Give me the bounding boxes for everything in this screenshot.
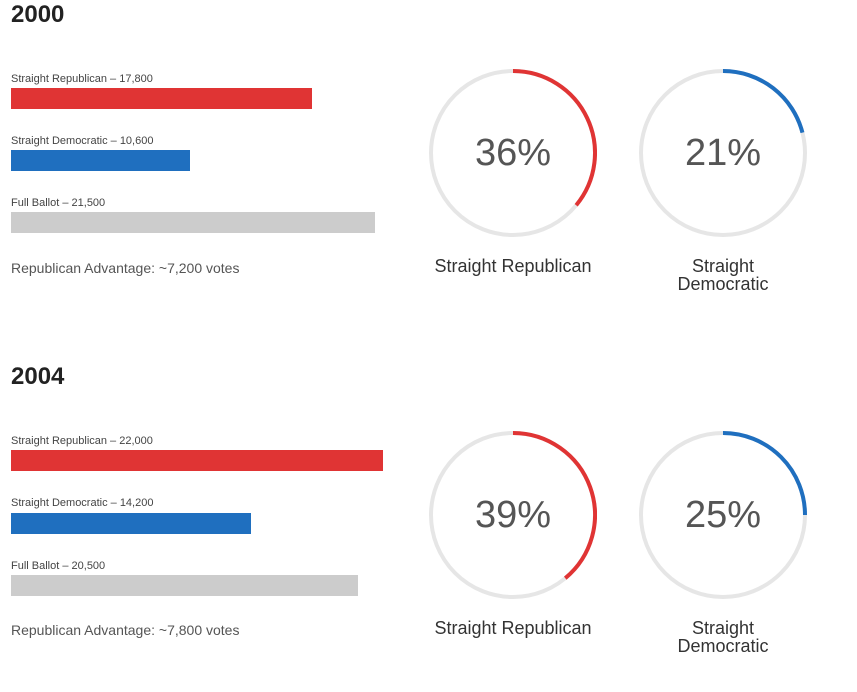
gauge-straight-democratic: 21% — [639, 69, 807, 237]
gauge-ring — [639, 69, 807, 237]
gauge-ring — [639, 431, 807, 599]
bar-label-straight-republican: Straight Republican – 17,800 — [11, 73, 153, 85]
gauge-arc-straight-republican — [512, 69, 597, 207]
gauge-arc-straight-democratic — [722, 69, 805, 134]
bar-straight-democratic — [11, 150, 191, 171]
gauge-label: Straight Democratic — [677, 618, 769, 656]
gauge-ring — [429, 431, 597, 599]
gauge-straight-republican: 39% — [429, 431, 597, 599]
gauge-label: Straight Democratic — [677, 256, 769, 294]
gauge-ring — [429, 69, 597, 237]
bar-full-ballot — [11, 575, 358, 596]
gauge-arc-straight-republican — [512, 431, 597, 580]
advantage-text: Republican Advantage: ~7,800 votes — [11, 622, 240, 638]
gauge-arc-straight-democratic — [722, 431, 807, 516]
gauge-straight-republican: 36% — [429, 69, 597, 237]
gauge-percent: 21% — [684, 131, 762, 174]
bar-straight-democratic — [11, 513, 252, 534]
gauge-straight-democratic: 25% — [639, 431, 807, 599]
section-2000: 2000 Straight Republican – 17,800 Straig… — [0, 0, 857, 330]
bar-label-straight-democratic: Straight Democratic – 14,200 — [11, 497, 154, 509]
bar-straight-republican — [11, 88, 313, 109]
bar-full-ballot — [11, 212, 375, 233]
gauge-percent: 39% — [474, 493, 552, 536]
bar-label-straight-republican: Straight Republican – 22,000 — [11, 435, 153, 447]
bar-straight-republican — [11, 450, 384, 471]
section-title: 2004 — [11, 363, 65, 390]
gauge-label: Straight Republican — [434, 618, 592, 638]
gauge-label: Straight Republican — [434, 256, 592, 276]
bar-label-straight-democratic: Straight Democratic – 10,600 — [11, 135, 154, 147]
section-2004: 2004 Straight Republican – 22,000 Straig… — [0, 362, 857, 692]
bar-label-full-ballot: Full Ballot – 21,500 — [11, 197, 106, 209]
section-title: 2000 — [11, 1, 65, 28]
gauge-percent: 36% — [474, 131, 552, 174]
advantage-text: Republican Advantage: ~7,200 votes — [11, 260, 240, 276]
bar-label-full-ballot: Full Ballot – 20,500 — [11, 560, 106, 572]
gauge-percent: 25% — [684, 493, 762, 536]
